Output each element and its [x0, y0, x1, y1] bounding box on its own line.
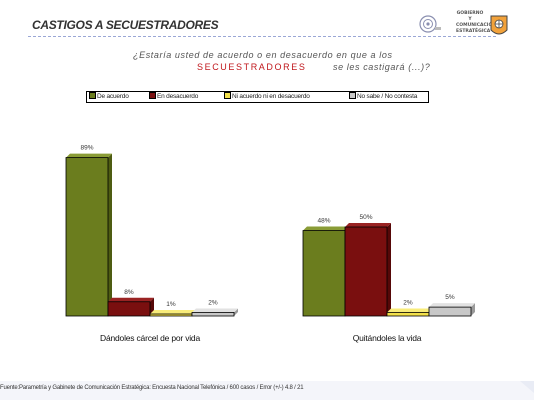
- legend-item-de-acuerdo: De acuerdo: [89, 91, 129, 101]
- bar-side: [108, 153, 112, 316]
- bar: [65, 157, 109, 317]
- bar-side: [471, 303, 475, 316]
- bar: [302, 230, 346, 317]
- bar: [386, 312, 430, 317]
- bar: [428, 306, 472, 317]
- data-label: 48%: [317, 218, 330, 225]
- legend-swatch: [89, 91, 96, 99]
- question-highlight: SECUESTRADORES: [197, 62, 307, 72]
- page-title: CASTIGOS A SECUESTRADORES: [32, 18, 219, 32]
- legend-label: En desacuerdo: [157, 93, 199, 100]
- category-label: Quitándoles la vida: [353, 333, 422, 343]
- bar: [149, 313, 193, 317]
- data-label: 5%: [445, 294, 455, 301]
- legend-label: Ni acuerdo ni en desacuerdo: [232, 93, 310, 100]
- data-label: 8%: [124, 289, 134, 296]
- question-line-2: se les castigará (...)?: [333, 62, 431, 72]
- footer-ribbon: [0, 381, 534, 400]
- legend-swatch: [349, 91, 356, 99]
- bar-top: [303, 226, 349, 231]
- chart-legend: De acuerdo En desacuerdo Ni acuerdo ni e…: [86, 91, 429, 103]
- bar-top: [345, 223, 391, 227]
- legend-item-en-desacuerdo: En desacuerdo: [149, 91, 199, 101]
- bar-top: [150, 310, 196, 314]
- source-footer: Fuente:Parametría y Gabinete de Comunica…: [0, 385, 304, 391]
- title-divider: [28, 36, 496, 37]
- bar-side: [234, 308, 238, 316]
- legend-swatch: [149, 91, 156, 99]
- data-label: 1%: [166, 301, 176, 308]
- bar-top: [108, 297, 154, 302]
- data-label: 89%: [80, 145, 93, 152]
- data-label: 50%: [359, 214, 372, 221]
- legend-label: No sabe / No contesta: [357, 93, 418, 100]
- bar-top: [429, 303, 475, 308]
- legend-item-no-sabe: No sabe / No contesta: [349, 91, 418, 101]
- data-label: 2%: [403, 299, 413, 306]
- eagle-emblem-icon: [490, 15, 508, 35]
- bar-side: [387, 223, 391, 316]
- legend-item-ni-acuerdo: Ni acuerdo ni en desacuerdo: [224, 91, 310, 101]
- legend-label: De acuerdo: [97, 93, 129, 100]
- bar: [344, 226, 388, 317]
- bar-top: [66, 153, 112, 158]
- category-label: Dándoles cárcel de por vida: [100, 333, 200, 343]
- question-line-1: ¿Estaría usted de acuerdo o en desacuerd…: [133, 50, 393, 60]
- bar: [107, 301, 151, 317]
- bar: [191, 312, 235, 317]
- parametria-logo-icon: [419, 15, 441, 33]
- gabinete-logo: GOBIERNO Y COMUNICACIÓN ESTRATÉGICA: [456, 11, 497, 34]
- bar-top: [387, 308, 433, 313]
- bar-top: [192, 308, 238, 313]
- data-label: 2%: [208, 299, 218, 306]
- legend-swatch: [224, 91, 231, 99]
